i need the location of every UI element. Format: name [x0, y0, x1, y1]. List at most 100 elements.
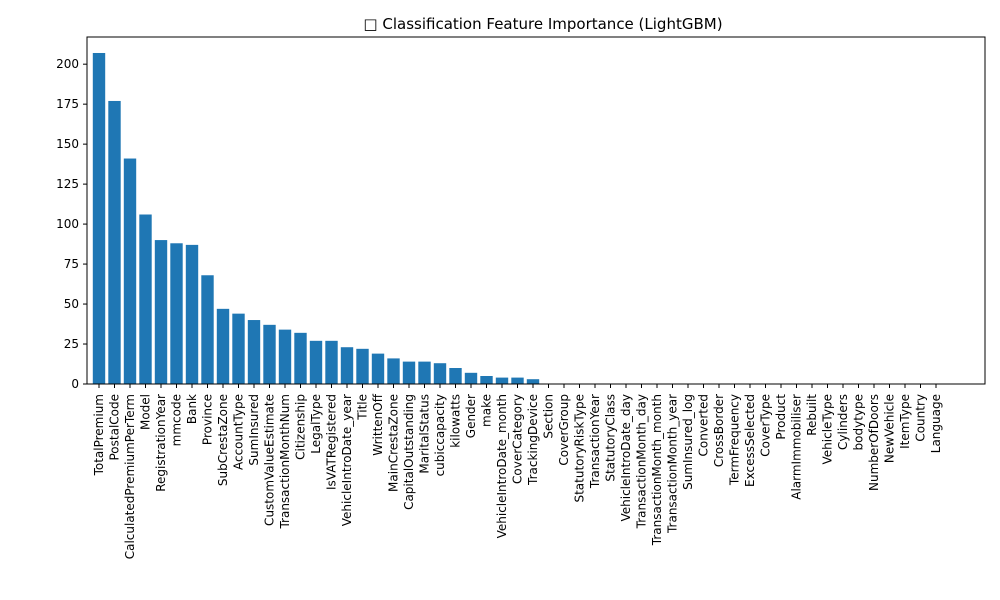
bar-CoverCategory: [511, 377, 524, 384]
x-tick-label-TransactionYear: TransactionYear: [588, 394, 602, 489]
bar-Bank: [185, 244, 199, 384]
x-tick-label-bodytype: bodytype: [852, 394, 866, 450]
y-tick-label: 150: [56, 137, 79, 151]
x-tick-label-Converted: Converted: [697, 394, 711, 456]
x-tick-label-CoverCategory: CoverCategory: [511, 394, 525, 484]
y-tick-label: 25: [64, 337, 79, 351]
bar-CalculatedPremiumPerTerm: [123, 158, 137, 384]
x-tick-label-VehicleIntroDate_year: VehicleIntroDate_year: [340, 394, 354, 526]
x-tick-label-Gender: Gender: [464, 394, 478, 438]
x-tick-label-Country: Country: [914, 394, 928, 442]
x-tick-label-SumInsured_log: SumInsured_log: [681, 394, 695, 490]
x-tick-label-mmcode: mmcode: [170, 394, 184, 446]
y-axis: 0 25 50 75 100 125 150 175 200: [56, 57, 87, 391]
bar-VehicleIntroDate_month: [495, 377, 509, 384]
x-tick-label-ExcessSelected: ExcessSelected: [743, 394, 757, 487]
bar-kilowatts: [449, 368, 462, 384]
x-axis: TotalPremium PostalCode CalculatedPremiumP…: [92, 384, 943, 559]
bar-cubiccapacity: [433, 363, 447, 384]
x-tick-label-Language: Language: [929, 394, 943, 453]
x-tick-label-StatutoryRiskType: StatutoryRiskType: [573, 394, 587, 503]
bar-RegistrationYear: [154, 240, 168, 384]
y-tick-label: 175: [56, 97, 79, 111]
x-tick-label-CoverGroup: CoverGroup: [557, 394, 571, 466]
x-tick-label-Rebuilt: Rebuilt: [805, 394, 819, 436]
x-tick-label-AlarmImmobiliser: AlarmImmobiliser: [790, 394, 804, 500]
bar-WrittenOff: [371, 353, 385, 384]
x-tick-label-TotalPremium: TotalPremium: [92, 394, 106, 476]
bar-mmcode: [170, 243, 183, 384]
x-tick-label-Model: Model: [139, 394, 153, 430]
x-tick-label-CoverType: CoverType: [759, 394, 773, 457]
y-tick-label: 50: [64, 297, 79, 311]
bar-SubCrestaZone: [216, 308, 230, 384]
x-tick-label-PostalCode: PostalCode: [108, 394, 122, 461]
bar-TrackingDevice: [526, 379, 540, 384]
bar-Citizenship: [294, 332, 307, 384]
x-tick-label-make: make: [480, 394, 494, 427]
x-tick-label-CustomValueEstimate: CustomValueEstimate: [263, 394, 277, 526]
x-tick-label-SubCrestaZone: SubCrestaZone: [216, 394, 230, 486]
x-tick-label-Bank: Bank: [185, 394, 199, 424]
bar-Title: [356, 348, 369, 384]
x-tick-label-SumInsured: SumInsured: [247, 394, 261, 466]
bar-VehicleIntroDate_year: [340, 347, 354, 384]
bar-Province: [201, 275, 214, 384]
bar-PostalCode: [108, 100, 121, 385]
x-tick-label-NewVehicle: NewVehicle: [883, 394, 897, 463]
x-tick-label-TransactionMonth_year: TransactionMonth_year: [666, 394, 680, 534]
x-tick-label-TrackingDevice: TrackingDevice: [526, 394, 540, 486]
bar-MainCrestaZone: [387, 358, 400, 384]
chart-title: □ Classification Feature Importance (Lig…: [363, 15, 722, 33]
y-tick-label: 125: [56, 177, 79, 191]
x-tick-label-Citizenship: Citizenship: [294, 394, 308, 460]
x-tick-label-VehicleType: VehicleType: [821, 394, 835, 464]
bar-MaritalStatus: [418, 361, 431, 384]
x-tick-label-StatutoryClass: StatutoryClass: [604, 394, 618, 482]
bar-TransactionMonthNum: [278, 329, 292, 384]
x-tick-label-kilowatts: kilowatts: [449, 394, 463, 448]
bar-LegalType: [309, 340, 323, 384]
bar-make: [480, 376, 493, 384]
x-tick-label-CrossBorder: CrossBorder: [712, 394, 726, 467]
bar-AccountType: [232, 313, 245, 384]
x-tick-label-AccountType: AccountType: [232, 394, 246, 470]
x-tick-label-ItemType: ItemType: [898, 394, 912, 449]
x-tick-label-Province: Province: [201, 394, 215, 445]
x-tick-label-CapitalOutstanding: CapitalOutstanding: [402, 394, 416, 510]
x-tick-label-WrittenOff: WrittenOff: [371, 393, 385, 455]
x-tick-label-TransactionMonth_day: TransactionMonth_day: [635, 394, 649, 529]
x-tick-label-CalculatedPremiumPerTerm: CalculatedPremiumPerTerm: [123, 394, 137, 559]
x-tick-label-Title: Title: [356, 394, 370, 421]
x-tick-label-Product: Product: [774, 394, 788, 440]
bar-IsVATRegistered: [325, 340, 338, 384]
x-tick-label-NumberOfDoors: NumberOfDoors: [867, 394, 881, 491]
y-tick-label: 200: [56, 57, 79, 71]
x-tick-label-MainCrestaZone: MainCrestaZone: [387, 394, 401, 492]
bar-Gender: [464, 372, 478, 384]
x-tick-label-RegistrationYear: RegistrationYear: [154, 394, 168, 492]
bar-Model: [139, 214, 152, 384]
x-tick-label-TransactionMonth_month: TransactionMonth_month: [650, 394, 664, 546]
bars-layer: [92, 52, 540, 385]
x-tick-label-cubiccapacity: cubiccapacity: [433, 394, 447, 476]
x-tick-label-TransactionMonthNum: TransactionMonthNum: [278, 394, 292, 530]
x-tick-label-VehicleIntroDate_day: VehicleIntroDate_day: [619, 394, 633, 522]
bar-CustomValueEstimate: [263, 324, 276, 384]
x-tick-label-MaritalStatus: MaritalStatus: [418, 394, 432, 474]
x-tick-label-VehicleIntroDate_month: VehicleIntroDate_month: [495, 394, 509, 538]
y-tick-label: 75: [64, 257, 79, 271]
bar-TotalPremium: [92, 52, 106, 385]
x-tick-label-TermFrequency: TermFrequency: [728, 394, 742, 486]
plot-frame: [86, 36, 986, 385]
y-tick-label: 0: [71, 377, 79, 391]
x-tick-label-LegalType: LegalType: [309, 394, 323, 454]
x-tick-label-Cylinders: Cylinders: [836, 394, 850, 450]
bar-SumInsured: [247, 320, 261, 384]
x-tick-label-Section: Section: [542, 394, 556, 439]
bar-CapitalOutstanding: [402, 361, 416, 384]
x-tick-label-IsVATRegistered: IsVATRegistered: [325, 394, 339, 490]
y-tick-label: 100: [56, 217, 79, 231]
